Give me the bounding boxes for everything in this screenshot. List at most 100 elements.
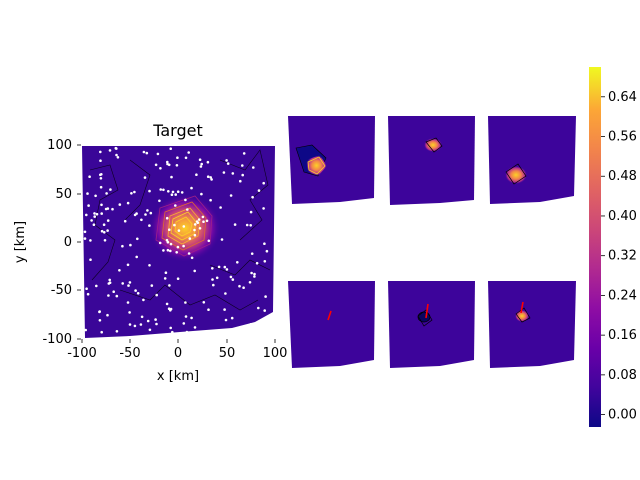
station-point — [265, 249, 269, 253]
station-point — [126, 301, 130, 304]
station-point — [163, 277, 167, 280]
station-point — [169, 249, 172, 253]
station-point — [115, 330, 119, 333]
station-point — [99, 173, 102, 177]
station-point — [158, 241, 162, 245]
station-point — [219, 206, 222, 209]
station-point — [162, 249, 165, 252]
station-point — [130, 192, 133, 195]
target-network-lines — [89, 149, 271, 311]
station-point — [262, 207, 265, 210]
station-point — [164, 271, 168, 275]
station-point — [177, 229, 181, 232]
station-point — [242, 286, 245, 290]
station-point — [209, 176, 212, 179]
y-tick-label: -100 — [42, 332, 72, 347]
station-point — [99, 150, 102, 154]
station-point — [200, 192, 203, 196]
station-point — [123, 219, 127, 223]
station-point — [100, 330, 103, 334]
station-point — [121, 282, 124, 285]
station-point — [231, 172, 235, 175]
station-point — [154, 318, 157, 321]
station-point — [85, 287, 88, 291]
station-point — [222, 171, 226, 174]
station-point — [84, 328, 87, 332]
station-point — [201, 215, 205, 219]
station-point — [193, 269, 196, 273]
x-axis-label: x [km] — [157, 369, 199, 384]
x-tick-label: -50 — [119, 346, 140, 361]
station-point — [106, 219, 110, 222]
colorbar-tick-label: 0.32 — [608, 249, 637, 264]
target-station-points — [83, 146, 269, 335]
station-point — [176, 245, 180, 249]
station-point — [207, 308, 210, 312]
station-point — [149, 211, 153, 215]
station-point — [108, 278, 111, 282]
station-point — [108, 281, 112, 285]
station-point — [231, 278, 235, 281]
station-point — [99, 177, 103, 180]
station-point — [198, 227, 202, 230]
station-point — [264, 295, 267, 298]
station-point — [176, 190, 180, 193]
station-point — [115, 153, 118, 157]
colorbar-tick-label: 0.56 — [608, 130, 637, 145]
station-point — [100, 203, 103, 207]
station-point — [148, 224, 151, 227]
station-point — [242, 152, 246, 155]
station-point — [244, 326, 247, 330]
station-point — [133, 324, 137, 328]
station-point — [109, 188, 112, 191]
station-point — [86, 292, 90, 296]
station-point — [154, 163, 158, 167]
station-point — [176, 156, 179, 159]
station-point — [136, 237, 139, 241]
station-point — [224, 292, 227, 295]
y-tick-label: 100 — [47, 138, 72, 153]
station-point — [251, 195, 254, 199]
colorbar-ticks: 0.00 0.08 0.16 0.24 0.32 0.40 0.48 0.56 0.64 — [601, 90, 637, 423]
station-point — [182, 322, 186, 325]
station-point — [128, 323, 132, 326]
station-point — [238, 284, 241, 288]
station-point — [212, 283, 215, 287]
station-point — [236, 261, 239, 264]
station-point — [162, 188, 165, 192]
station-point — [193, 223, 197, 226]
colorbar-gradient — [589, 67, 601, 427]
station-point — [253, 275, 256, 278]
station-point — [245, 223, 249, 227]
station-point — [142, 298, 145, 302]
station-point — [139, 323, 143, 326]
station-point — [224, 318, 228, 322]
station-point — [182, 225, 186, 228]
station-point — [88, 175, 91, 178]
station-point — [106, 229, 109, 232]
station-point — [184, 301, 187, 304]
y-tick-label: 50 — [55, 187, 72, 202]
small-panel-bottom-1 — [288, 281, 375, 368]
station-point — [140, 315, 144, 319]
station-point — [145, 151, 149, 155]
station-point — [143, 176, 147, 179]
x-tick-label: 0 — [174, 346, 182, 361]
station-point — [211, 278, 214, 281]
station-point — [102, 223, 106, 226]
station-point — [98, 310, 101, 314]
station-point — [175, 251, 178, 254]
station-point — [225, 159, 228, 162]
station-point — [195, 220, 199, 223]
station-point — [180, 191, 184, 194]
station-point — [248, 281, 252, 284]
station-point — [103, 239, 107, 242]
station-point — [168, 284, 171, 287]
station-point — [135, 212, 138, 215]
colorbar-tick-label: 0.24 — [608, 288, 637, 303]
small-panel-top-3 — [488, 116, 576, 204]
colorbar-tick-label: 0.48 — [608, 169, 637, 184]
station-point — [190, 256, 194, 260]
station-point — [223, 265, 227, 269]
station-point — [159, 188, 162, 191]
